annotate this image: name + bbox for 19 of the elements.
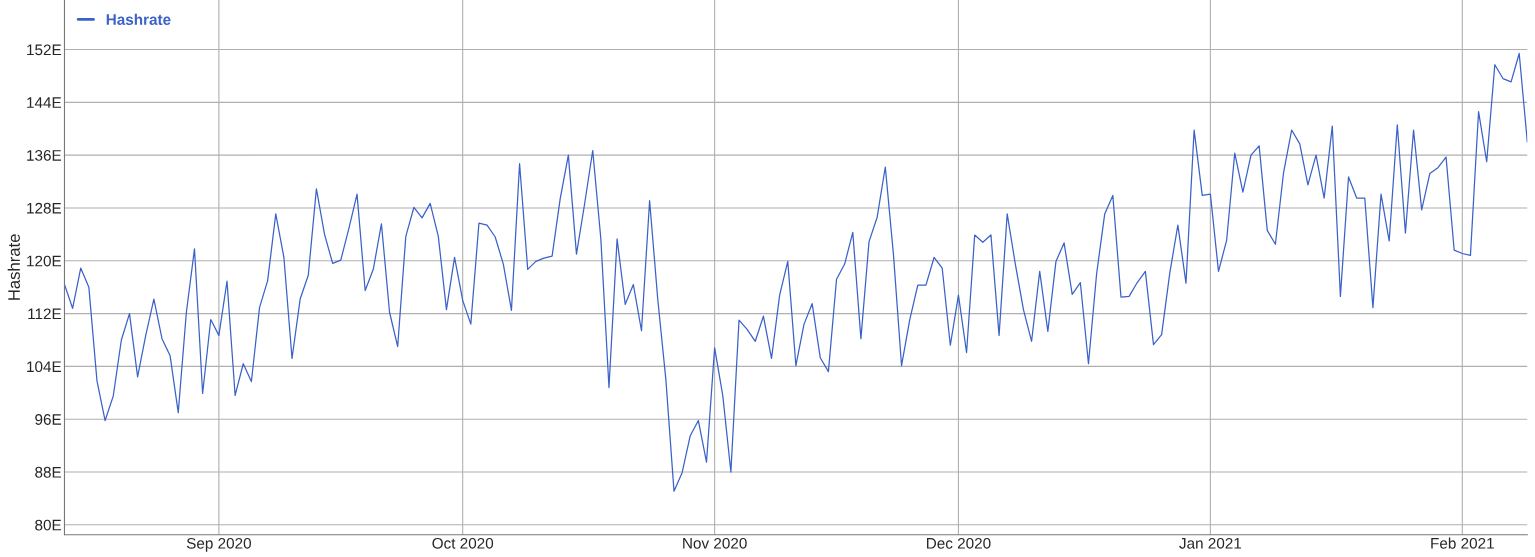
line-series (64, 52, 1528, 492)
y-tick-label: 96E (35, 414, 62, 425)
y-tick-label: 152E (27, 44, 62, 56)
x-tick-label: Dec 2020 (926, 537, 991, 549)
y-tick-label: 80E (35, 519, 62, 531)
x-tick-label: Jan 2021 (1179, 537, 1242, 549)
y-tick-label: 104E (27, 361, 62, 373)
y-tick-label: 120E (27, 255, 62, 267)
legend-label: Hashrate (106, 13, 171, 25)
y-tick-label: 128E (27, 202, 62, 214)
y-tick-label: 144E (27, 97, 62, 108)
x-tick-label: Sep 2020 (186, 537, 251, 552)
x-tick-label: Feb 2021 (1431, 537, 1494, 549)
y-tick-label: 112E (28, 308, 62, 320)
y-tick-label: 136E (27, 150, 62, 161)
x-tick-label: Oct 2020 (432, 537, 494, 549)
y-tick-label: 88E (35, 466, 62, 478)
x-tick-label: Nov 2020 (683, 537, 747, 549)
y-axis-title: Hashrate (7, 234, 20, 300)
